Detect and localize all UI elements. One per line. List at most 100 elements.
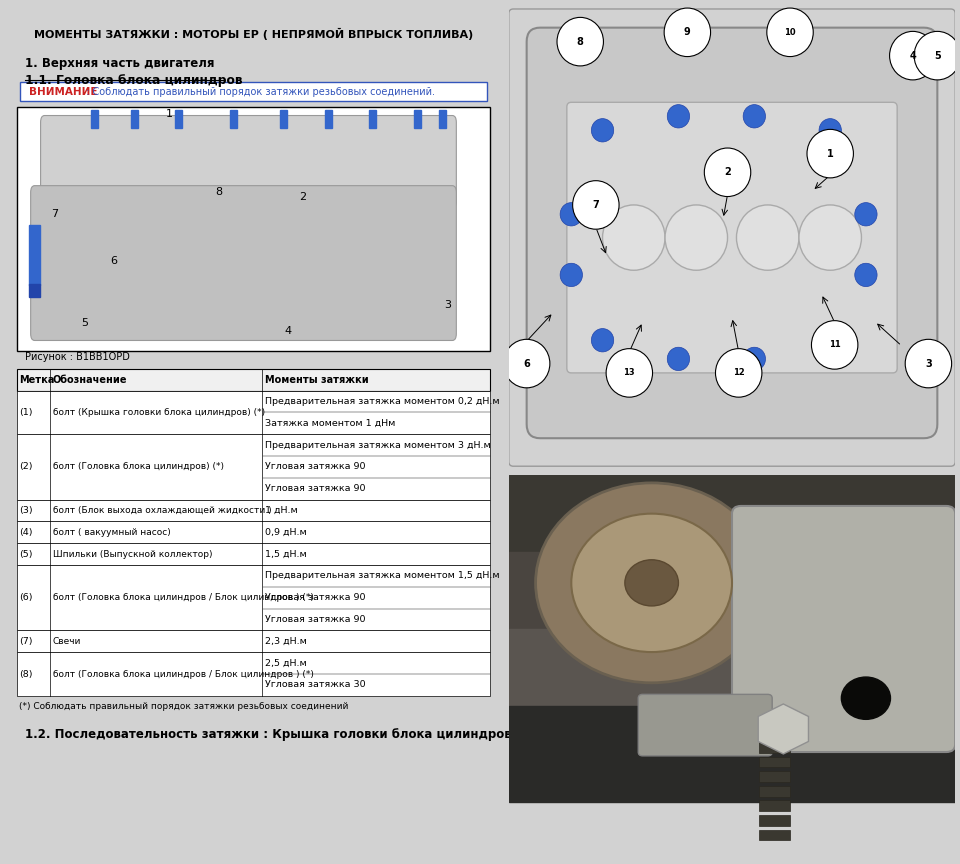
Text: 0,9 дН.м: 0,9 дН.м <box>265 528 307 537</box>
Bar <box>414 110 421 129</box>
Text: 2: 2 <box>724 168 731 177</box>
Circle shape <box>811 321 858 369</box>
Text: 1.1. Головка блока цилиндров: 1.1. Головка блока цилиндров <box>25 74 242 87</box>
Circle shape <box>819 328 841 352</box>
Circle shape <box>705 148 751 196</box>
Text: 7: 7 <box>51 209 59 219</box>
Circle shape <box>606 349 653 397</box>
Bar <box>509 629 955 725</box>
Text: 11: 11 <box>828 340 841 349</box>
Text: 1,5 дН.м: 1,5 дН.м <box>265 550 307 559</box>
Circle shape <box>557 17 604 66</box>
Text: болт (Блок выхода охлаждающей жидкости ): болт (Блок выхода охлаждающей жидкости ) <box>53 506 271 515</box>
Bar <box>29 225 39 285</box>
Bar <box>17 631 490 652</box>
Circle shape <box>591 328 613 352</box>
Text: : Соблюдать правильный порядок затяжки резьбовых соединений.: : Соблюдать правильный порядок затяжки р… <box>84 86 436 97</box>
Text: 2,5 дН.м: 2,5 дН.м <box>265 658 307 668</box>
Text: 8: 8 <box>577 36 584 47</box>
Circle shape <box>625 560 679 606</box>
Bar <box>758 757 790 767</box>
Circle shape <box>890 31 936 79</box>
Text: Угловая затяжка 90: Угловая затяжка 90 <box>265 462 366 472</box>
Circle shape <box>736 205 799 270</box>
Bar <box>370 110 376 129</box>
Circle shape <box>572 181 619 229</box>
Text: (7): (7) <box>19 637 33 646</box>
Circle shape <box>503 340 550 388</box>
Circle shape <box>571 513 732 652</box>
FancyBboxPatch shape <box>638 695 772 756</box>
Text: (6): (6) <box>19 594 33 602</box>
Text: болт (Головка блока цилиндров) (*): болт (Головка блока цилиндров) (*) <box>53 462 224 472</box>
Text: 7: 7 <box>592 200 599 210</box>
Bar <box>17 107 490 351</box>
Text: 5: 5 <box>934 51 941 60</box>
Circle shape <box>743 347 765 371</box>
Circle shape <box>715 349 762 397</box>
FancyBboxPatch shape <box>732 506 955 752</box>
Circle shape <box>667 347 689 371</box>
Text: (5): (5) <box>19 550 33 559</box>
Bar <box>758 772 790 782</box>
Text: 3: 3 <box>444 301 451 310</box>
Text: Угловая затяжка 30: Угловая затяжка 30 <box>265 681 366 689</box>
Bar <box>17 369 490 391</box>
Text: Предварительная затяжка моментом 1,5 дН.м: Предварительная затяжка моментом 1,5 дН.… <box>265 571 500 581</box>
Text: 1.2. Последовательность затяжки : Крышка головки блока цилиндров: 1.2. Последовательность затяжки : Крышка… <box>25 728 512 741</box>
Text: Предварительная затяжка моментом 3 дН.м: Предварительная затяжка моментом 3 дН.м <box>265 441 492 449</box>
Text: 9: 9 <box>684 28 691 37</box>
Text: 12: 12 <box>732 368 745 378</box>
Text: болт (Головка блока цилиндров / Блок цилиндров ) (*): болт (Головка блока цилиндров / Блок цил… <box>53 594 313 602</box>
Circle shape <box>841 677 891 720</box>
Text: Угловая затяжка 90: Угловая затяжка 90 <box>265 615 366 624</box>
Text: 2: 2 <box>300 192 307 202</box>
Text: Предварительная затяжка моментом 0,2 дН.м: Предварительная затяжка моментом 0,2 дН.… <box>265 397 500 406</box>
Bar <box>29 284 39 297</box>
Text: 6: 6 <box>110 256 118 266</box>
Circle shape <box>767 8 813 56</box>
Bar <box>758 727 790 738</box>
Bar <box>91 110 98 129</box>
Bar <box>758 742 790 753</box>
Circle shape <box>560 202 583 226</box>
FancyBboxPatch shape <box>566 102 898 373</box>
Circle shape <box>667 105 689 128</box>
Text: 1: 1 <box>165 109 173 119</box>
Text: 6: 6 <box>523 359 530 369</box>
Text: Метка: Метка <box>19 375 55 384</box>
Circle shape <box>854 202 877 226</box>
Bar <box>17 391 490 434</box>
Bar <box>758 815 790 826</box>
Bar <box>324 110 331 129</box>
Text: Рисунок : B1BB1OPD: Рисунок : B1BB1OPD <box>25 353 130 363</box>
Circle shape <box>905 340 951 388</box>
Circle shape <box>799 205 861 270</box>
Circle shape <box>665 205 728 270</box>
Text: (*) Соблюдать правильный порядок затяжки резьбовых соединений: (*) Соблюдать правильный порядок затяжки… <box>19 702 348 711</box>
Bar <box>509 552 955 648</box>
Text: Угловая затяжка 90: Угловая затяжка 90 <box>265 594 366 602</box>
Text: ВНИМАНИЕ: ВНИМАНИЕ <box>29 86 97 97</box>
Bar <box>131 110 137 129</box>
Bar <box>17 543 490 565</box>
Bar <box>439 110 445 129</box>
Text: 1: 1 <box>827 149 833 159</box>
Circle shape <box>603 205 665 270</box>
Bar <box>176 110 182 129</box>
Bar <box>509 706 955 802</box>
Circle shape <box>743 105 765 128</box>
Bar <box>758 800 790 811</box>
Circle shape <box>560 264 583 287</box>
Text: Моменты затяжки: Моменты затяжки <box>265 375 370 384</box>
Text: 4: 4 <box>285 326 292 336</box>
Text: 2,3 дН.м: 2,3 дН.м <box>265 637 307 646</box>
Bar <box>17 565 490 631</box>
Bar <box>279 110 287 129</box>
Bar <box>509 475 955 571</box>
Circle shape <box>819 118 841 142</box>
Text: 3: 3 <box>925 359 932 369</box>
Text: 1. Верхняя часть двигателя: 1. Верхняя часть двигателя <box>25 57 214 70</box>
Text: болт ( вакуумный насос): болт ( вакуумный насос) <box>53 528 170 537</box>
Circle shape <box>664 8 710 56</box>
